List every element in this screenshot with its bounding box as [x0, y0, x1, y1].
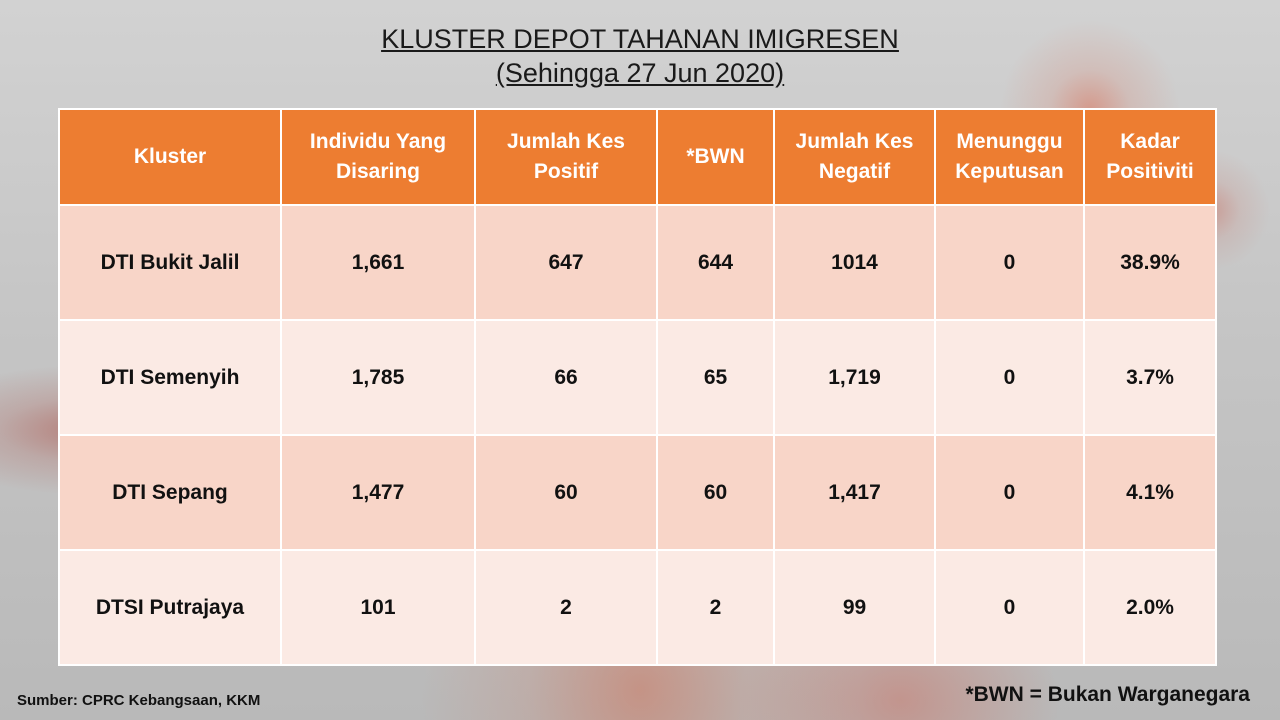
- cell-individu: 101: [280, 549, 476, 666]
- table-row: DTI Bukit Jalil 1,661 647 644 1014 0 38.…: [58, 204, 1217, 321]
- cell-kluster: DTSI Putrajaya: [58, 549, 282, 666]
- cell-positif: 60: [474, 434, 658, 551]
- header-kadar-positiviti: Kadar Positiviti: [1083, 108, 1217, 206]
- table-row: DTI Sepang 1,477 60 60 1,417 0 4.1%: [58, 434, 1217, 551]
- cell-negatif: 1,719: [773, 319, 936, 436]
- cell-positif: 66: [474, 319, 658, 436]
- title-line-1: KLUSTER DEPOT TAHANAN IMIGRESEN: [381, 24, 899, 54]
- header-kes-negatif: Jumlah Kes Negatif: [773, 108, 936, 206]
- cluster-table: Kluster Individu Yang Disaring Jumlah Kes…: [58, 108, 1217, 666]
- cell-kadar: 38.9%: [1083, 204, 1217, 321]
- cell-bwn: 2: [656, 549, 775, 666]
- cell-individu: 1,661: [280, 204, 476, 321]
- cell-bwn: 60: [656, 434, 775, 551]
- cell-menunggu: 0: [934, 434, 1085, 551]
- cell-kluster: DTI Sepang: [58, 434, 282, 551]
- cell-menunggu: 0: [934, 549, 1085, 666]
- header-bwn: *BWN: [656, 108, 775, 206]
- cell-positif: 647: [474, 204, 658, 321]
- cell-individu: 1,477: [280, 434, 476, 551]
- cell-individu: 1,785: [280, 319, 476, 436]
- header-kes-positif: Jumlah Kes Positif: [474, 108, 658, 206]
- cell-menunggu: 0: [934, 204, 1085, 321]
- bwn-footnote: *BWN = Bukan Warganegara: [965, 683, 1250, 706]
- header-individu-disaring: Individu Yang Disaring: [280, 108, 476, 206]
- table-header-row: Kluster Individu Yang Disaring Jumlah Kes…: [58, 108, 1217, 206]
- header-menunggu-keputusan: Menunggu Keputusan: [934, 108, 1085, 206]
- cell-menunggu: 0: [934, 319, 1085, 436]
- table-row: DTSI Putrajaya 101 2 2 99 0 2.0%: [58, 549, 1217, 666]
- cell-negatif: 1,417: [773, 434, 936, 551]
- cell-negatif: 99: [773, 549, 936, 666]
- cell-bwn: 65: [656, 319, 775, 436]
- cell-kadar: 3.7%: [1083, 319, 1217, 436]
- header-kluster: Kluster: [58, 108, 282, 206]
- table-row: DTI Semenyih 1,785 66 65 1,719 0 3.7%: [58, 319, 1217, 436]
- cell-negatif: 1014: [773, 204, 936, 321]
- cell-bwn: 644: [656, 204, 775, 321]
- source-note: Sumber: CPRC Kebangsaan, KKM: [17, 692, 261, 709]
- title-line-2: (Sehingga 27 Jun 2020): [495, 58, 785, 88]
- cell-kluster: DTI Bukit Jalil: [58, 204, 282, 321]
- cell-kadar: 4.1%: [1083, 434, 1217, 551]
- page-title: KLUSTER DEPOT TAHANAN IMIGRESEN (Sehingg…: [0, 22, 1280, 90]
- cell-kluster: DTI Semenyih: [58, 319, 282, 436]
- cell-positif: 2: [474, 549, 658, 666]
- cell-kadar: 2.0%: [1083, 549, 1217, 666]
